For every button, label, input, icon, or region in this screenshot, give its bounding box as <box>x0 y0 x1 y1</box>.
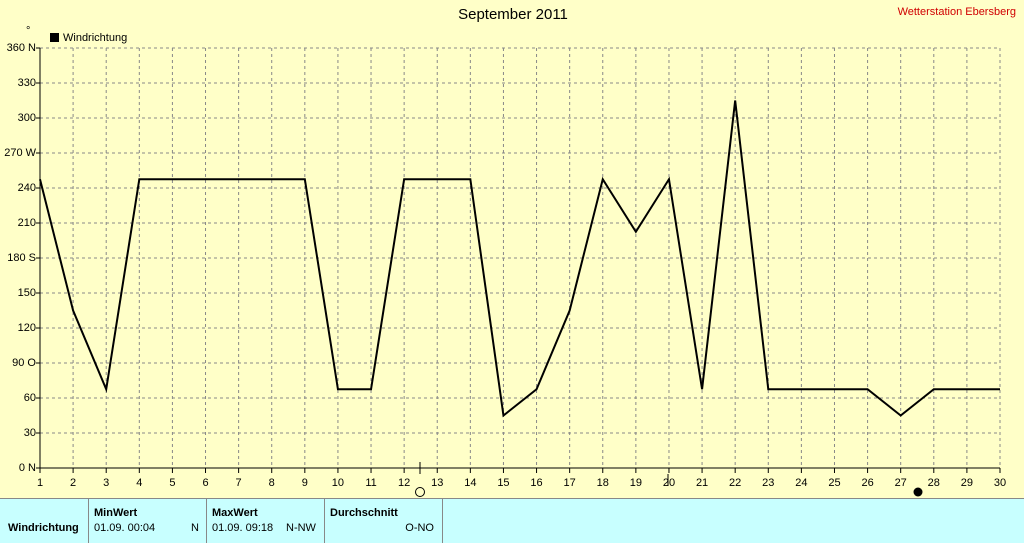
y-tick-label: 330 <box>18 77 36 89</box>
x-tick-label: 18 <box>597 477 609 489</box>
x-tick-label: 17 <box>564 477 576 489</box>
max-date: 01.09. 09:18 <box>212 522 274 534</box>
stats-table: Windrichtung MinWert 01.09. 00:04 N MaxW… <box>0 498 1024 543</box>
x-tick-label: 22 <box>729 477 741 489</box>
x-tick-label: 30 <box>994 477 1006 489</box>
y-tick-label: 300 <box>18 112 36 124</box>
x-tick-label: 13 <box>431 477 443 489</box>
x-tick-label: 3 <box>103 477 109 489</box>
x-tick-label: 26 <box>861 477 873 489</box>
x-tick-label: 25 <box>828 477 840 489</box>
x-tick-label: 1 <box>37 477 43 489</box>
data-line <box>39 100 1000 418</box>
x-tick-label: 16 <box>530 477 542 489</box>
avg-dir: O-NO <box>405 522 434 534</box>
x-tick-label: 4 <box>136 477 142 489</box>
stats-cell: MaxWert 01.09. 09:18 N-NW <box>206 499 325 543</box>
col-header: MaxWert <box>212 507 258 519</box>
x-tick-label: 21 <box>696 477 708 489</box>
station-name: Wetterstation Ebersberg <box>898 6 1016 18</box>
y-tick-label: 150 <box>18 287 36 299</box>
y-tick-label: 210 <box>18 217 36 229</box>
row-label: Windrichtung <box>8 522 79 534</box>
x-tick-label: 29 <box>961 477 973 489</box>
chart-title: September 2011 <box>458 6 568 23</box>
y-tick-label: 90 O <box>12 357 36 369</box>
col-header: MinWert <box>94 507 138 519</box>
legend-label: Windrichtung <box>63 32 127 44</box>
chart: September 2011 Wetterstation Ebersberg °… <box>4 6 1016 497</box>
x-tick-label: 12 <box>398 477 410 489</box>
x-tick-label: 8 <box>269 477 275 489</box>
col-header: Durchschnitt <box>330 507 398 519</box>
x-tick-label: 9 <box>302 477 308 489</box>
x-tick-label: 27 <box>895 477 907 489</box>
x-tick-label: 5 <box>169 477 175 489</box>
min-dir: N <box>191 522 199 534</box>
x-tick-label: 6 <box>202 477 208 489</box>
max-dir: N-NW <box>286 522 316 534</box>
moon-icon <box>913 487 923 497</box>
y-axis-label: ° <box>26 25 30 37</box>
y-tick-label: 270 W <box>4 147 36 159</box>
x-tick-label: 19 <box>630 477 642 489</box>
x-tick-label: 15 <box>497 477 509 489</box>
y-tick-label: 60 <box>24 392 36 404</box>
y-tick-label: 120 <box>18 322 36 334</box>
stats-cell: MinWert 01.09. 00:04 N <box>88 499 207 543</box>
legend-swatch <box>50 33 59 42</box>
x-tick-label: 7 <box>236 477 242 489</box>
x-tick-label: 24 <box>795 477 807 489</box>
x-tick-label: 11 <box>365 477 376 489</box>
moon-icon <box>415 487 425 497</box>
x-tick-label: 20 <box>663 477 675 489</box>
x-tick-label: 10 <box>332 477 344 489</box>
stats-cell: Durchschnitt O-NO <box>324 499 443 543</box>
x-tick-label: 14 <box>464 477 476 489</box>
x-tick-label: 28 <box>928 477 940 489</box>
y-tick-label: 0 N <box>19 462 36 474</box>
x-tick-label: 2 <box>70 477 76 489</box>
y-tick-label: 360 N <box>7 42 36 54</box>
x-tick-label: 23 <box>762 477 774 489</box>
y-tick-label: 240 <box>18 182 36 194</box>
stats-cell: Windrichtung <box>0 499 89 543</box>
min-date: 01.09. 00:04 <box>94 522 156 534</box>
y-tick-label: 180 S <box>7 252 36 264</box>
y-tick-label: 30 <box>24 427 36 439</box>
